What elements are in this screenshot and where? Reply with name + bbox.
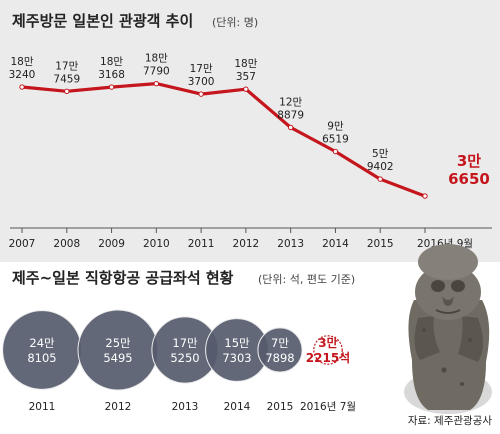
data-point [19,84,25,90]
bubble-chart-unit: (단위: 석, 편도 기준) [258,273,355,286]
data-point [332,148,339,155]
data-label-top: 5만 [372,148,389,160]
data-label-bottom: 357 [236,71,256,83]
data-point [243,86,249,92]
bubble-label-bottom: 5495 [103,351,132,365]
bubble-category-label: 2015 [267,401,294,413]
x-tick-label: 2015 [367,238,394,250]
bubble-label-top: 15만 [224,336,250,350]
bubble-label-bottom: 8105 [27,351,56,365]
data-label-bottom: 7459 [53,73,80,85]
data-label-bottom: 3240 [9,69,36,81]
data-label-bottom: 8879 [277,109,304,121]
x-tick-label: 2008 [53,238,80,250]
data-point [422,193,428,199]
bubble-label-bottom: 7303 [222,351,251,365]
data-label-bottom: 3168 [98,69,125,81]
data-label-bottom: 9402 [367,161,394,173]
data-label-bottom: 6650 [448,170,490,188]
x-tick-label: 2011 [188,238,215,250]
data-label-bottom: 7790 [143,66,170,78]
data-label-bottom: 3700 [188,76,215,88]
bubble-mark [2,310,82,390]
bubble-category-label: 2016년 7월 [300,401,356,413]
series-line [21,82,426,198]
bubble-label-top: 24만 [29,336,55,350]
data-point [287,124,294,131]
data-point [108,84,115,90]
bubble-label-bottom: 2215석 [306,351,350,365]
data-label-top: 17만 [190,63,213,75]
bubble-label-top: 25만 [105,336,131,350]
x-tick-label: 2014 [322,238,349,250]
dol-hareubang-statue-illustration [404,244,492,414]
bubble-label-top: 7만 [271,336,289,350]
data-point [64,88,70,95]
bubble-mark [77,309,159,391]
data-label-top: 12만 [279,96,302,108]
bubble-category-label: 2013 [172,401,199,413]
bubble-category-label: 2012 [105,401,132,413]
source-note: 자료: 제주관광공사 [408,415,492,427]
bubble-label-top: 3만 [318,335,337,350]
bubble-label-top: 17만 [172,336,198,350]
x-tick-label: 2012 [233,238,260,250]
x-tick-label: 2010 [143,238,170,250]
bubble-label-bottom: 5250 [170,351,199,365]
bubble-mark [313,335,343,365]
bubble-chart-title: 제주~일본 직항항공 공급좌석 현황 [12,269,234,287]
bubble-label-bottom: 7898 [265,351,294,365]
bubble-category-label: 2011 [29,401,56,413]
data-label-top: 18만 [145,53,168,65]
line-chart-panel [0,0,500,262]
line-chart-title: 제주방문 일본인 관광객 추이 [12,12,193,30]
line-series-layer: 2007 2008 2009 2010 2011 2012 2013 2014 2015 2016… [9,53,492,250]
x-tick-label: 2009 [98,238,125,250]
x-tick-label: 2007 [9,238,36,250]
data-label-top: 9만 [327,121,344,133]
data-point [377,176,383,182]
bubble-mark [257,327,303,373]
data-label-top: 18만 [100,56,123,68]
data-label-top: 18만 [234,58,257,70]
data-label-top: 18만 [10,56,33,68]
x-tick-label: 2013 [277,238,304,250]
line-chart-unit: (단위: 명) [212,16,258,29]
bubble-category-label: 2014 [224,401,251,413]
data-point [153,80,160,87]
data-label-top: 17만 [55,60,78,72]
data-label-bottom: 6519 [322,134,349,146]
data-label-top: 3만 [457,152,481,170]
data-point [198,91,204,97]
